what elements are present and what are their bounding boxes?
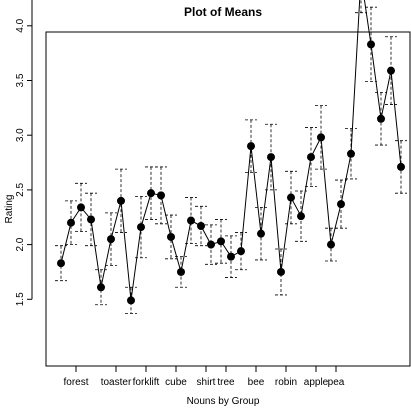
error-bar bbox=[195, 205, 207, 247]
error-bar bbox=[305, 127, 317, 188]
mean-point bbox=[317, 133, 325, 142]
mean-point bbox=[137, 223, 145, 232]
x-tick-label: bee bbox=[248, 377, 265, 388]
error-bar bbox=[335, 179, 347, 229]
error-bar bbox=[155, 166, 167, 225]
mean-point bbox=[367, 40, 375, 49]
x-tick-label: tree bbox=[217, 377, 235, 388]
y-axis: 1.52.02.53.03.54.04.5 bbox=[15, 0, 33, 306]
error-bar bbox=[355, 0, 367, 14]
mean-point bbox=[217, 237, 225, 246]
mean-point bbox=[87, 215, 95, 224]
mean-point bbox=[287, 193, 295, 202]
mean-point bbox=[177, 267, 185, 276]
mean-point bbox=[197, 222, 205, 231]
y-axis-label: Rating bbox=[4, 195, 15, 224]
mean-point bbox=[257, 229, 265, 238]
x-tick-label: apple bbox=[304, 377, 329, 388]
mean-point bbox=[67, 218, 75, 227]
y-tick-label: 3.5 bbox=[15, 73, 26, 87]
mean-point bbox=[77, 203, 85, 212]
mean-point bbox=[267, 153, 275, 162]
mean-point bbox=[117, 196, 125, 205]
mean-point bbox=[167, 232, 175, 241]
error-bars bbox=[55, 0, 407, 314]
mean-point bbox=[387, 66, 395, 75]
error-bar bbox=[125, 286, 137, 314]
mean-point bbox=[187, 216, 195, 225]
mean-point bbox=[107, 235, 115, 244]
chart-title: Plot of Means bbox=[184, 5, 262, 19]
plot-frame bbox=[45, 31, 411, 367]
mean-point bbox=[247, 142, 255, 151]
y-tick-label: 2.5 bbox=[15, 183, 26, 197]
x-tick-label: pea bbox=[328, 377, 345, 388]
mean-point bbox=[307, 153, 315, 162]
mean-point bbox=[227, 252, 235, 261]
mean-point bbox=[97, 283, 105, 292]
x-tick-label: robin bbox=[275, 377, 297, 388]
error-bar bbox=[235, 232, 247, 271]
y-tick-label: 2.0 bbox=[15, 237, 26, 251]
mean-point bbox=[397, 162, 405, 171]
mean-point bbox=[127, 296, 135, 305]
x-tick-label: forest bbox=[63, 377, 88, 388]
y-tick-label: 1.5 bbox=[15, 292, 26, 306]
mean-point bbox=[297, 212, 305, 221]
error-bar bbox=[205, 224, 217, 265]
mean-point bbox=[377, 114, 385, 123]
mean-points bbox=[57, 40, 405, 305]
error-bar bbox=[75, 182, 87, 232]
mean-point bbox=[327, 240, 335, 249]
x-axis: forest toaster forklift cube shirt tree bee rob… bbox=[63, 366, 345, 388]
mean-point bbox=[277, 267, 285, 276]
mean-point bbox=[207, 240, 215, 249]
mean-point bbox=[347, 149, 355, 158]
mean-point bbox=[237, 247, 245, 256]
x-tick-label: shirt bbox=[197, 377, 216, 388]
x-tick-label: cube bbox=[165, 377, 187, 388]
mean-point bbox=[337, 200, 345, 209]
y-tick-label: 4.0 bbox=[15, 18, 26, 32]
y-tick-label: 3.0 bbox=[15, 128, 26, 142]
x-tick-label: forklift bbox=[133, 377, 160, 388]
x-axis-label: Nouns by Group bbox=[187, 396, 260, 407]
mean-point bbox=[57, 259, 65, 268]
x-tick-label: toaster bbox=[101, 377, 132, 388]
mean-point bbox=[147, 189, 155, 198]
mean-point bbox=[157, 191, 165, 200]
